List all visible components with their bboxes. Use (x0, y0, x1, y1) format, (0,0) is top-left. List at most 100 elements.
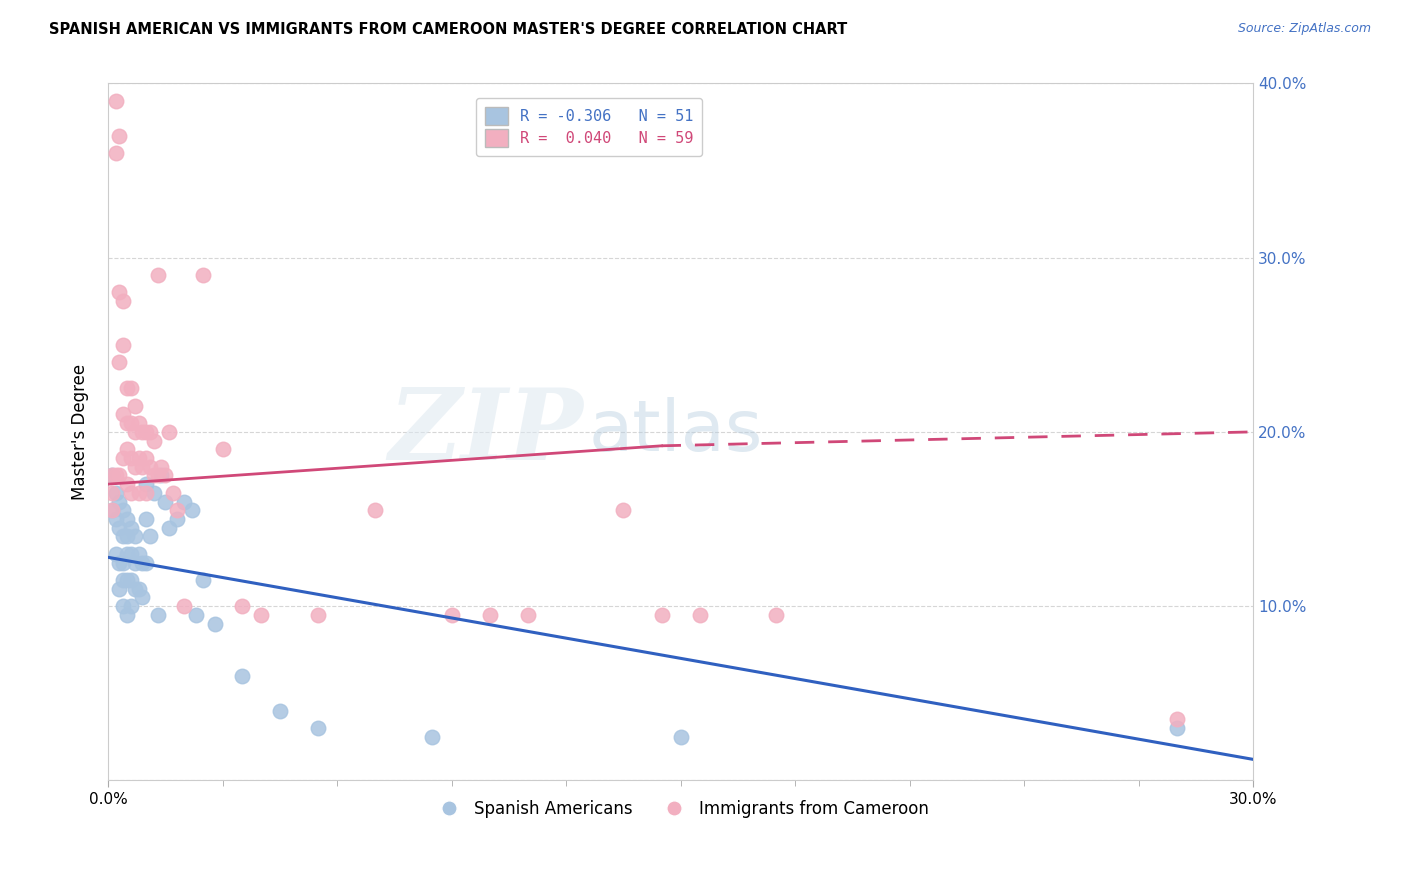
Point (112, 573, 135, 587)
Point (142, 468, 165, 483)
Point (193, 268, 215, 282)
Point (231, 599, 253, 613)
Point (108, 468, 131, 483)
Point (155, 468, 177, 483)
Point (120, 547, 142, 561)
Point (204, 616, 226, 631)
Point (162, 486, 184, 500)
Point (115, 477, 138, 491)
Point (131, 425, 153, 439)
Point (104, 468, 127, 483)
Point (108, 355, 131, 369)
Point (131, 591, 153, 605)
Point (120, 573, 142, 587)
Point (128, 582, 150, 596)
Point (115, 442, 138, 457)
Point (150, 468, 173, 483)
Point (101, 468, 124, 483)
Point (139, 529, 162, 543)
Point (108, 582, 131, 596)
Point (124, 459, 146, 474)
Point (155, 494, 177, 508)
Point (112, 529, 135, 543)
Point (173, 494, 195, 508)
Point (112, 294, 135, 309)
Point (120, 450, 142, 465)
Point (307, 721, 329, 735)
Point (124, 425, 146, 439)
Point (166, 512, 188, 526)
Point (269, 704, 291, 718)
Point (651, 607, 673, 622)
Point (131, 556, 153, 570)
Point (104, 146, 127, 161)
Point (128, 486, 150, 500)
Point (157, 425, 180, 439)
Point (440, 607, 463, 622)
Point (516, 607, 538, 622)
Point (112, 503, 135, 517)
Point (422, 730, 444, 744)
Point (1166, 712, 1188, 726)
Point (115, 381, 138, 395)
Point (115, 607, 138, 622)
Point (135, 425, 157, 439)
Point (112, 556, 135, 570)
Point (128, 547, 150, 561)
Point (120, 521, 142, 535)
Point (181, 503, 204, 517)
Point (157, 521, 180, 535)
Point (120, 486, 142, 500)
Point (231, 669, 253, 683)
Point (115, 416, 138, 430)
Point (193, 573, 215, 587)
Text: atlas: atlas (589, 397, 763, 467)
Point (139, 425, 162, 439)
Point (104, 547, 127, 561)
Point (115, 547, 138, 561)
Point (669, 730, 692, 744)
Point (142, 486, 165, 500)
Point (124, 529, 146, 543)
Point (478, 607, 501, 622)
Point (128, 450, 150, 465)
Point (112, 599, 135, 613)
Point (101, 503, 124, 517)
Point (108, 494, 131, 508)
Point (112, 408, 135, 422)
Point (364, 503, 387, 517)
Point (112, 450, 135, 465)
Point (765, 607, 787, 622)
Point (150, 459, 173, 474)
Point (120, 416, 142, 430)
Point (108, 556, 131, 570)
Point (115, 529, 138, 543)
Point (173, 599, 195, 613)
Point (146, 268, 169, 282)
Point (115, 573, 138, 587)
Text: ZIP: ZIP (388, 384, 583, 480)
Point (108, 285, 131, 300)
Point (104, 94, 127, 108)
Point (139, 459, 162, 474)
Point (307, 607, 329, 622)
Point (112, 338, 135, 352)
Point (249, 607, 271, 622)
Point (612, 503, 634, 517)
Y-axis label: Master's Degree: Master's Degree (72, 364, 89, 500)
Point (166, 503, 188, 517)
Point (135, 450, 157, 465)
Point (135, 477, 157, 491)
Point (135, 556, 157, 570)
Point (115, 512, 138, 526)
Legend: Spanish Americans, Immigrants from Cameroon: Spanish Americans, Immigrants from Camer… (426, 793, 936, 824)
Point (101, 503, 124, 517)
Point (135, 512, 157, 526)
Point (124, 582, 146, 596)
Text: Source: ZipAtlas.com: Source: ZipAtlas.com (1237, 22, 1371, 36)
Point (1166, 721, 1188, 735)
Point (211, 442, 233, 457)
Point (108, 128, 131, 143)
Point (120, 381, 142, 395)
Point (101, 486, 124, 500)
